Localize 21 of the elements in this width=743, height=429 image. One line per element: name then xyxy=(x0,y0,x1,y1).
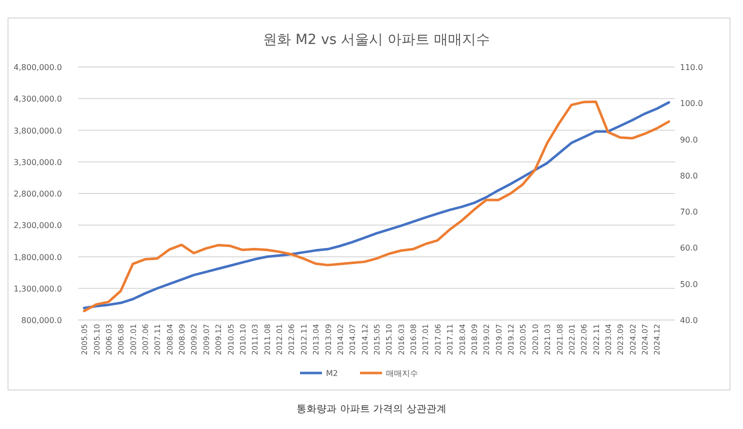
y2-tick-label: 110.0 xyxy=(680,63,703,72)
text: 통화량과 아파트 가격의 상관관계 xyxy=(296,404,446,415)
chart-title: 원화 M2 vs 서울시 아파트 매매지수 xyxy=(263,32,490,48)
y-tick-label: 4,300,000.0 xyxy=(14,94,62,104)
y2-tick-label: 90.0 xyxy=(680,135,698,144)
y-tick-label: 3,800,000.0 xyxy=(14,126,62,136)
y-tick-label: 1,300,000.0 xyxy=(14,284,62,294)
y-tick-label: 3,300,000.0 xyxy=(14,158,62,167)
y2-tick-label: 100.0 xyxy=(680,99,703,108)
legend-label: M2 xyxy=(326,369,338,378)
y2-tick-label: 70.0 xyxy=(680,208,698,217)
y-tick-label: 2,300,000.0 xyxy=(14,221,62,230)
y2-tick-label: 50.0 xyxy=(680,280,698,289)
y-tick-label: 800,000.0 xyxy=(21,316,62,325)
y-tick-label: 2,800,000.0 xyxy=(14,190,62,198)
y-tick-label: 4,800,000.0 xyxy=(14,63,62,72)
y2-tick-label: 80.0 xyxy=(680,171,698,180)
y-tick-label: 1,800,000.0 xyxy=(14,252,62,262)
legend-label: 매매지수 xyxy=(386,369,418,378)
y2-tick-label: 60.0 xyxy=(680,244,698,253)
y2-tick-label: 40.0 xyxy=(680,316,698,325)
